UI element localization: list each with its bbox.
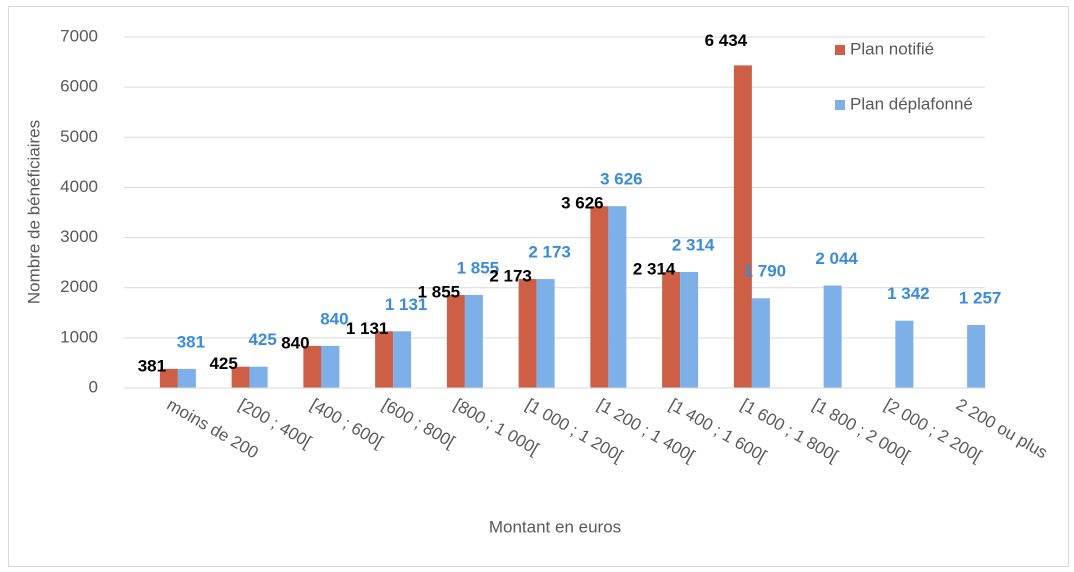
y-tick-label: 1000 — [60, 327, 98, 346]
bar — [177, 368, 196, 388]
value-label: 840 — [320, 309, 348, 328]
value-label: 2 314 — [672, 235, 715, 254]
value-label: 2 173 — [489, 267, 532, 286]
y-tick-label: 0 — [89, 377, 98, 396]
bar — [536, 279, 555, 388]
value-label: 1 131 — [346, 319, 389, 338]
bar — [733, 65, 752, 388]
x-axis-title: Montant en euros — [489, 517, 621, 536]
bar — [446, 294, 465, 388]
bar — [159, 368, 178, 388]
bar — [231, 366, 250, 388]
y-axis-title: Nombre de bénéficiaires — [24, 120, 43, 304]
bar — [464, 294, 483, 388]
value-label: 2 044 — [815, 249, 858, 268]
bar — [895, 320, 914, 388]
value-label: 2 173 — [528, 243, 571, 262]
value-label: 1 855 — [457, 258, 500, 277]
value-label: 381 — [177, 332, 205, 351]
y-tick-label: 6000 — [60, 77, 98, 96]
bar — [608, 206, 627, 388]
value-label: 1 257 — [959, 288, 1002, 307]
bar — [249, 366, 268, 388]
bar — [680, 271, 699, 388]
bar — [393, 331, 412, 388]
y-tick-label: 2000 — [60, 277, 98, 296]
value-label: 1 131 — [385, 295, 428, 314]
value-label: 1 855 — [418, 282, 461, 301]
value-label: 425 — [248, 330, 276, 349]
value-label: 1 342 — [887, 284, 930, 303]
y-tick-label: 3000 — [60, 227, 98, 246]
value-label: 2 314 — [633, 259, 676, 278]
bar — [662, 271, 681, 388]
bar — [321, 345, 340, 388]
legend-label: Plan déplafonné — [850, 94, 973, 113]
legend-label: Plan notifié — [850, 39, 934, 58]
bar — [375, 331, 394, 388]
y-tick-label: 7000 — [60, 26, 98, 45]
value-label: 1 790 — [744, 262, 787, 281]
value-label: 3 626 — [561, 194, 604, 213]
value-label: 425 — [209, 354, 237, 373]
bar — [590, 206, 609, 388]
bar — [967, 324, 986, 388]
value-label: 6 434 — [705, 31, 748, 50]
y-tick-label: 4000 — [60, 177, 98, 196]
bar — [303, 345, 322, 388]
y-tick-label: 5000 — [60, 127, 98, 146]
bar — [823, 285, 842, 388]
value-label: 3 626 — [600, 170, 643, 189]
bar — [518, 279, 537, 388]
legend-swatch — [835, 100, 845, 110]
value-label: 381 — [138, 356, 166, 375]
bar — [751, 298, 770, 388]
legend-swatch — [835, 45, 845, 55]
value-label: 840 — [281, 333, 309, 352]
